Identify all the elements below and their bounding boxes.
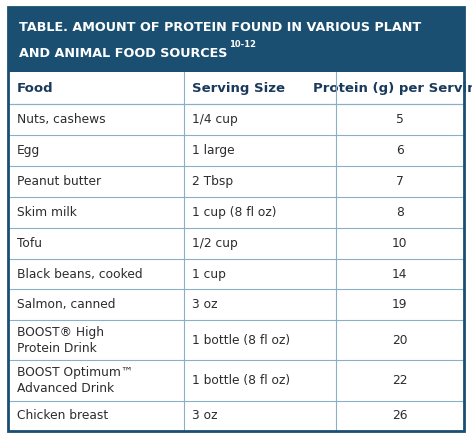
Text: 1 large: 1 large	[192, 144, 235, 157]
Text: Nuts, cashews: Nuts, cashews	[17, 113, 106, 126]
Bar	[8, 401, 464, 431]
Text: Serving Size: Serving Size	[192, 82, 285, 95]
Text: Food: Food	[17, 82, 54, 95]
Text: Chicken breast: Chicken breast	[17, 410, 108, 423]
Text: 8: 8	[396, 206, 404, 219]
Text: 1/2 cup: 1/2 cup	[192, 237, 238, 250]
Bar	[8, 72, 464, 104]
Bar	[8, 228, 464, 258]
Text: 1 bottle (8 fl oz): 1 bottle (8 fl oz)	[192, 374, 290, 387]
Bar	[8, 104, 464, 135]
Text: 2 Tbsp: 2 Tbsp	[192, 175, 233, 188]
Text: BOOST Optimum™
Advanced Drink: BOOST Optimum™ Advanced Drink	[17, 366, 133, 395]
Text: 10: 10	[392, 237, 407, 250]
Bar	[8, 197, 464, 228]
Bar	[8, 258, 464, 290]
Text: BOOST® High
Protein Drink: BOOST® High Protein Drink	[17, 326, 104, 355]
Text: Salmon, canned: Salmon, canned	[17, 298, 116, 311]
Text: AND ANIMAL FOOD SOURCES: AND ANIMAL FOOD SOURCES	[19, 47, 227, 60]
Text: 1 cup: 1 cup	[192, 268, 226, 280]
Text: 6: 6	[396, 144, 404, 157]
Text: 22: 22	[392, 374, 407, 387]
Text: 1 cup (8 fl oz): 1 cup (8 fl oz)	[192, 206, 277, 219]
Text: 1 bottle (8 fl oz): 1 bottle (8 fl oz)	[192, 334, 290, 347]
Text: Egg: Egg	[17, 144, 40, 157]
Text: 1/4 cup: 1/4 cup	[192, 113, 238, 126]
Text: Black beans, cooked: Black beans, cooked	[17, 268, 143, 280]
Text: Tofu: Tofu	[17, 237, 42, 250]
Bar	[8, 166, 464, 197]
Text: 5: 5	[396, 113, 404, 126]
Bar	[8, 320, 464, 360]
Bar	[8, 7, 464, 72]
Text: Protein (g) per Serving: Protein (g) per Serving	[313, 82, 472, 95]
Text: 3 oz: 3 oz	[192, 410, 218, 423]
Bar	[8, 360, 464, 401]
Text: 14: 14	[392, 268, 407, 280]
Text: 19: 19	[392, 298, 407, 311]
Text: 26: 26	[392, 410, 407, 423]
Text: TABLE. AMOUNT OF PROTEIN FOUND IN VARIOUS PLANT: TABLE. AMOUNT OF PROTEIN FOUND IN VARIOU…	[19, 21, 421, 34]
Text: Skim milk: Skim milk	[17, 206, 77, 219]
Text: 3 oz: 3 oz	[192, 298, 218, 311]
Bar	[8, 290, 464, 320]
Text: 7: 7	[396, 175, 404, 188]
Text: 20: 20	[392, 334, 407, 347]
Bar	[8, 135, 464, 166]
Text: 10-12: 10-12	[229, 40, 256, 49]
Text: Peanut butter: Peanut butter	[17, 175, 101, 188]
